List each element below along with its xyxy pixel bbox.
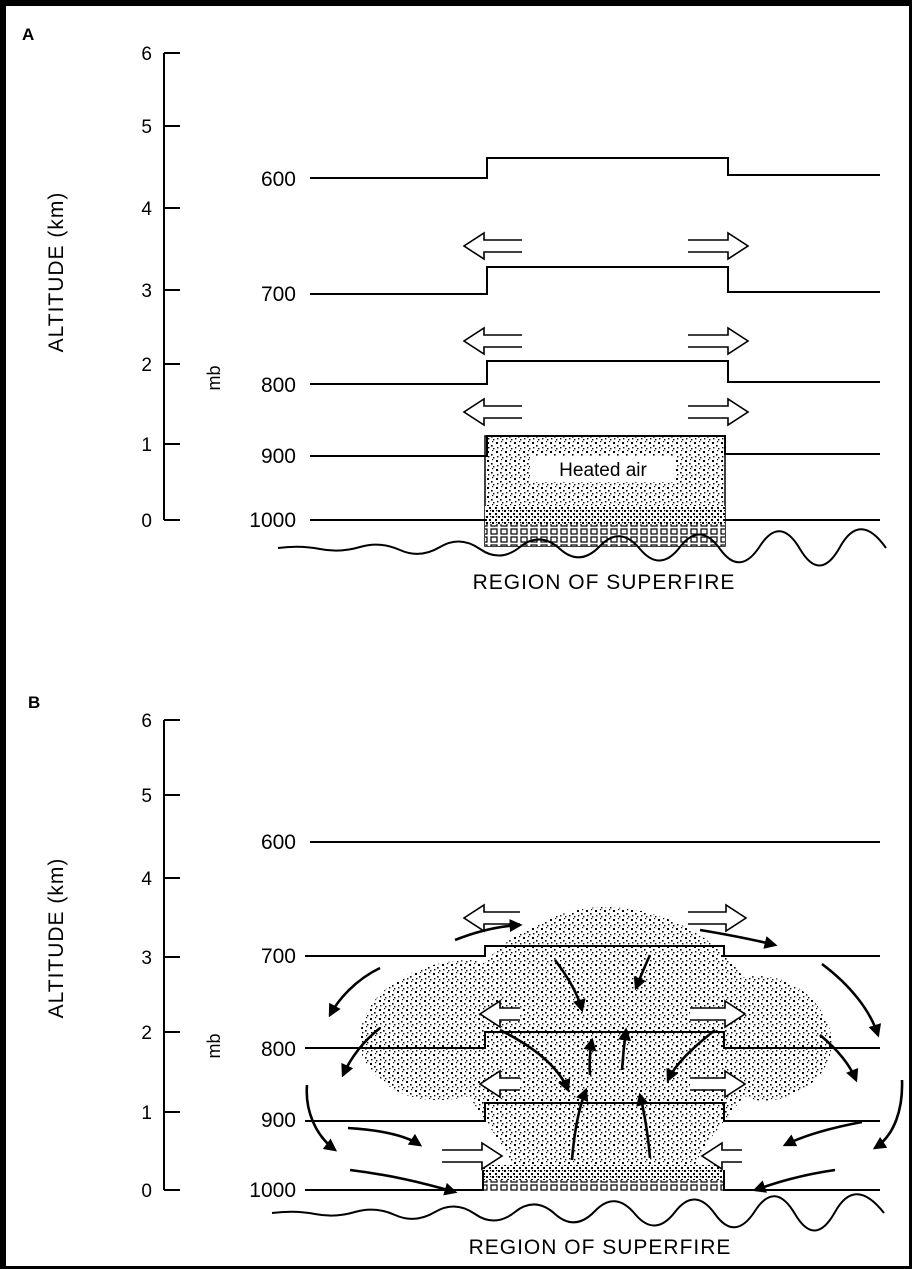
y-axis-title: ALTITUDE (km) [45,192,68,353]
circulation-arrow [499,1028,571,1093]
circulation-arrow [570,1087,589,1161]
circulation-arrow [341,1026,381,1078]
outflow-arrow-left [462,397,522,427]
caption-region-of-superfire: REGION OF SUPERFIRE [473,571,736,594]
outflow-arrow-left [478,1069,520,1099]
outflow-arrow-right [688,397,750,427]
altitude-axis-b: 6 5 4 3 2 1 0 ALTITUDE (km) mb [45,711,224,1202]
isobar-600 [310,157,880,179]
y-tick-label: 6 [141,711,152,732]
ground-line [277,528,887,567]
pressure-level-label: 1000 [249,1179,296,1202]
isobar-800 [305,1031,880,1049]
isobar-700 [310,266,880,295]
circulation-arrow [583,1037,597,1076]
y-tick-label: 4 [141,199,152,220]
isobar-900 [305,1102,880,1122]
circulation-arrow [666,1028,716,1083]
circulation-arrow [553,959,586,1013]
circulation-arrow [328,966,381,1018]
circulation-arrow [699,928,778,949]
isobar-900 [310,435,880,457]
y-tick-label: 1 [141,1103,152,1124]
circulation-arrow [633,954,652,991]
outflow-arrow-left [462,326,522,356]
y-tick-label: 2 [141,355,152,376]
circulation-arrow [782,1120,863,1147]
ground-line [271,1193,885,1232]
pressure-level-label: 600 [261,831,296,854]
outflow-arrow-left [462,231,522,261]
pressure-level-label: 600 [261,168,296,191]
y-tick-label: 1 [141,435,152,456]
circulation-arrow [305,1084,338,1152]
y-tick-label: 3 [141,281,152,302]
isobar-700 [305,945,880,957]
outflow-arrow-right [690,1069,747,1099]
pressure-unit: mb [204,365,224,390]
circulation-arrow [347,1126,423,1147]
panel-b: B 6 5 4 3 2 1 0 ALTITUDE (km) mb 600 700… [28,693,904,1259]
circulation-arrow [618,1027,632,1071]
outflow-arrow-right [688,231,750,261]
isobar-800 [310,360,880,385]
y-tick-label: 3 [141,948,152,969]
y-tick-label: 0 [141,511,152,532]
panel-label-b: B [28,693,40,712]
circulation-arrow [752,1168,836,1193]
circulation-arrow [821,962,882,1038]
heated-air-label: Heated air [559,460,647,481]
smoke-plume-left [360,960,528,1100]
inflow-arrow-right [442,1141,504,1171]
combustion-zone [485,506,725,524]
outflow-arrow-right [690,999,747,1029]
pressure-level-label: 700 [261,283,296,306]
altitude-axis-a: 6 5 4 3 2 1 0 ALTITUDE (km) mb [45,44,224,532]
pressure-level-label: 800 [261,1038,296,1061]
smoke-plume [454,906,766,1180]
heated-air-label-bg [530,456,676,482]
pressure-level-label: 900 [261,445,296,468]
panel-a: A 6 5 4 3 2 1 0 ALTITUDE (km) mb 600 700… [22,25,887,594]
outflow-arrow-right [688,326,750,356]
caption-region-of-superfire: REGION OF SUPERFIRE [469,1236,732,1259]
y-tick-label: 5 [141,786,152,807]
y-tick-label: 2 [141,1023,152,1044]
y-tick-label: 6 [141,44,152,65]
circulation-arrow [636,1092,652,1159]
y-tick-label: 0 [141,1181,152,1202]
burning-fuel [483,1180,723,1192]
inflow-arrow-left [700,1141,742,1171]
outflow-arrow-left [462,903,520,933]
pressure-unit: mb [204,1033,224,1058]
y-axis-title: ALTITUDE (km) [45,858,68,1019]
circulation-arrow [872,1079,904,1150]
circulation-arrow [819,1034,859,1083]
y-tick-label: 5 [141,117,152,138]
y-tick-label: 4 [141,869,152,890]
outflow-arrow-right [688,903,748,933]
isobar-1000 [305,1170,880,1191]
circulation-arrow [349,1168,458,1196]
pressure-level-label: 700 [261,945,296,968]
circulation-arrow [454,919,523,942]
pressure-level-label: 800 [261,374,296,397]
pressure-level-label: 900 [261,1109,296,1132]
outflow-arrow-left [478,999,520,1029]
pressure-level-label: 1000 [249,509,296,532]
panel-label-a: A [22,25,34,44]
